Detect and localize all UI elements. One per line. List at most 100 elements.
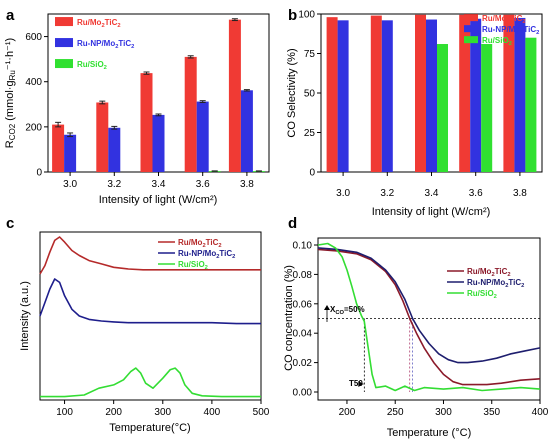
panel-d-xtick-label: 400 — [532, 407, 549, 418]
panel-d: d 0.00 0.02 0.04 0.06 0.08 0.10 200 250 300 350 4… — [283, 215, 549, 439]
panel-c-series-line — [39, 236, 261, 275]
panel-b-ytick-label: 100 — [298, 10, 315, 21]
panel-d-series-line — [317, 242, 541, 392]
panel-b-bar — [503, 14, 515, 173]
panel-b-bar — [514, 17, 526, 173]
panel-b-xtick-label: 3.6 — [469, 188, 483, 199]
panel-a-ylabel: RCO2 (mmol·gRu⁻¹·h⁻¹) — [4, 38, 17, 148]
panel-d-xtick-label: 250 — [387, 407, 404, 418]
panel-b-bar — [470, 18, 482, 172]
panel-a-ytick-label: 200 — [25, 122, 42, 133]
panel-a-ytick-label: 600 — [25, 32, 42, 43]
panel-d-frame — [317, 237, 541, 401]
panel-c-series-line — [39, 278, 261, 325]
panel-d-ytick-label: 0.02 — [293, 358, 313, 369]
panel-d-xtick-label: 200 — [339, 407, 356, 418]
panel-a-bar — [196, 101, 209, 172]
panel-b-xlabel: Intensity of light (W/cm²) — [372, 206, 491, 218]
panel-c-xtick-label: 400 — [204, 407, 221, 418]
panel-b-ytick-label: 0 — [309, 168, 315, 179]
panel-b-bar — [481, 44, 493, 172]
panel-d-ytick-label: 0.00 — [293, 388, 313, 399]
panel-a-xtick-label: 3.0 — [63, 179, 77, 190]
panel-b-legend-swatch — [464, 36, 478, 44]
panel-a-bar — [96, 102, 109, 172]
panel-a-bar — [52, 124, 65, 172]
panel-d-legend-label: Ru-NP/Mo2TiC2 — [467, 278, 524, 289]
panel-b-xtick-label: 3.2 — [380, 188, 394, 199]
panel-a-bar — [64, 134, 77, 172]
panel-a-legend-swatch — [55, 59, 73, 69]
panel-d-series-line — [317, 247, 541, 364]
panel-c-label: c — [6, 215, 14, 232]
panel-d-xtick-label: 300 — [435, 407, 452, 418]
panel-d-ytick-label: 0.06 — [293, 299, 313, 310]
panel-c-xtick-label: 300 — [154, 407, 171, 418]
panel-b-bar — [381, 20, 393, 172]
panel-b-ytick-label: 75 — [304, 49, 316, 60]
panel-d-label: d — [288, 215, 297, 232]
panel-a-label: a — [6, 7, 15, 24]
panel-a-bar — [108, 127, 121, 172]
panel-b-ylabel: CO Selectivity (%) — [286, 48, 298, 137]
panel-c: c 100 200 300 400 500 Ru/Mo2TiC2Ru-NP/Mo2TiC… — [6, 215, 270, 434]
panel-c-series-line — [40, 367, 261, 398]
panel-b-ytick-label: 25 — [304, 128, 316, 139]
panel-a-bar — [228, 19, 241, 173]
panel-b-legend-label: Ru/Mo2TiC2 — [482, 14, 526, 25]
panel-d-ytick-label: 0.04 — [293, 329, 313, 340]
panel-b-label: b — [288, 7, 297, 24]
panel-d-ytick-label: 0.08 — [293, 270, 313, 281]
panel-a: a 0 200 400 600 3.0 3.2 3.4 3.6 3.8 Ru/Mo2TiC2 R… — [4, 7, 270, 206]
panel-b-xtick-label: 3.0 — [336, 188, 350, 199]
panel-a-xtick-label: 3.8 — [240, 179, 254, 190]
panel-b-bar — [459, 14, 471, 173]
panel-a-xtick-label: 3.6 — [196, 179, 210, 190]
panel-d-legend-label: Ru/Mo2TiC2 — [467, 267, 511, 278]
panel-c-xlabel: Temperature(°C) — [109, 422, 190, 434]
panel-d-x50-label: XCO=50% — [330, 305, 365, 316]
panel-a-ytick-label: 400 — [25, 77, 42, 88]
panel-c-legend-label: Ru-NP/Mo2TiC2 — [178, 249, 235, 260]
panel-a-bar — [184, 56, 197, 173]
panel-d-legend-label: Ru/SiO2 — [467, 289, 497, 300]
panel-b-legend-swatch — [464, 25, 478, 33]
panel-c-legend-label: Ru/SiO2 — [178, 260, 208, 271]
panel-b-bar — [326, 17, 338, 172]
panel-d-xlabel: Temperature (°C) — [387, 427, 471, 439]
panel-b-legend-swatch — [464, 14, 478, 22]
panel-a-bar — [240, 90, 253, 172]
panel-b-bar — [370, 15, 382, 172]
panel-a-xlabel: Intensity of light (W/cm²) — [99, 194, 218, 206]
panel-b-bar — [437, 44, 448, 172]
panel-d-ytick-label: 0.10 — [293, 241, 313, 252]
panel-b-bar — [426, 19, 437, 173]
panel-b-xtick-label: 3.8 — [513, 188, 527, 199]
panel-d-ylabel: CO concentration (%) — [283, 265, 295, 371]
panel-a-ytick-label: 0 — [36, 168, 42, 179]
panel-d-t50-arrowhead — [358, 381, 364, 387]
panel-c-ylabel: Intensity (a.u.) — [19, 281, 31, 351]
panel-a-xtick-label: 3.4 — [152, 179, 166, 190]
panel-c-xtick-label: 100 — [56, 407, 73, 418]
panel-a-legend-label: Ru/SiO2 — [77, 60, 107, 71]
panel-a-legend-label: Ru-NP/Mo2TiC2 — [77, 39, 134, 50]
panel-b-legend-label: Ru-NP/Mo2TiC2 — [482, 25, 539, 36]
panel-b-xtick-label: 3.4 — [425, 188, 439, 199]
panel-a-xtick-label: 3.2 — [107, 179, 121, 190]
panel-c-xtick-label: 500 — [253, 407, 270, 418]
panel-d-series-line — [317, 248, 541, 386]
panel-b-bar — [525, 37, 537, 173]
panel-a-legend-swatch — [55, 38, 73, 48]
panel-a-legend-swatch — [55, 17, 73, 27]
panel-a-legend-label: Ru/Mo2TiC2 — [77, 18, 121, 29]
panel-b-legend-label: Ru/SiO2 — [482, 36, 512, 47]
panel-a-bar — [140, 73, 153, 172]
panel-d-xtick-label: 350 — [483, 407, 500, 418]
panel-a-bar — [152, 114, 165, 172]
panel-d-t50-label: T50 — [349, 379, 363, 388]
panel-b-ytick-label: 50 — [304, 89, 316, 100]
panel-b-bar — [415, 14, 426, 173]
panel-d-x50-arrowhead — [324, 305, 330, 310]
